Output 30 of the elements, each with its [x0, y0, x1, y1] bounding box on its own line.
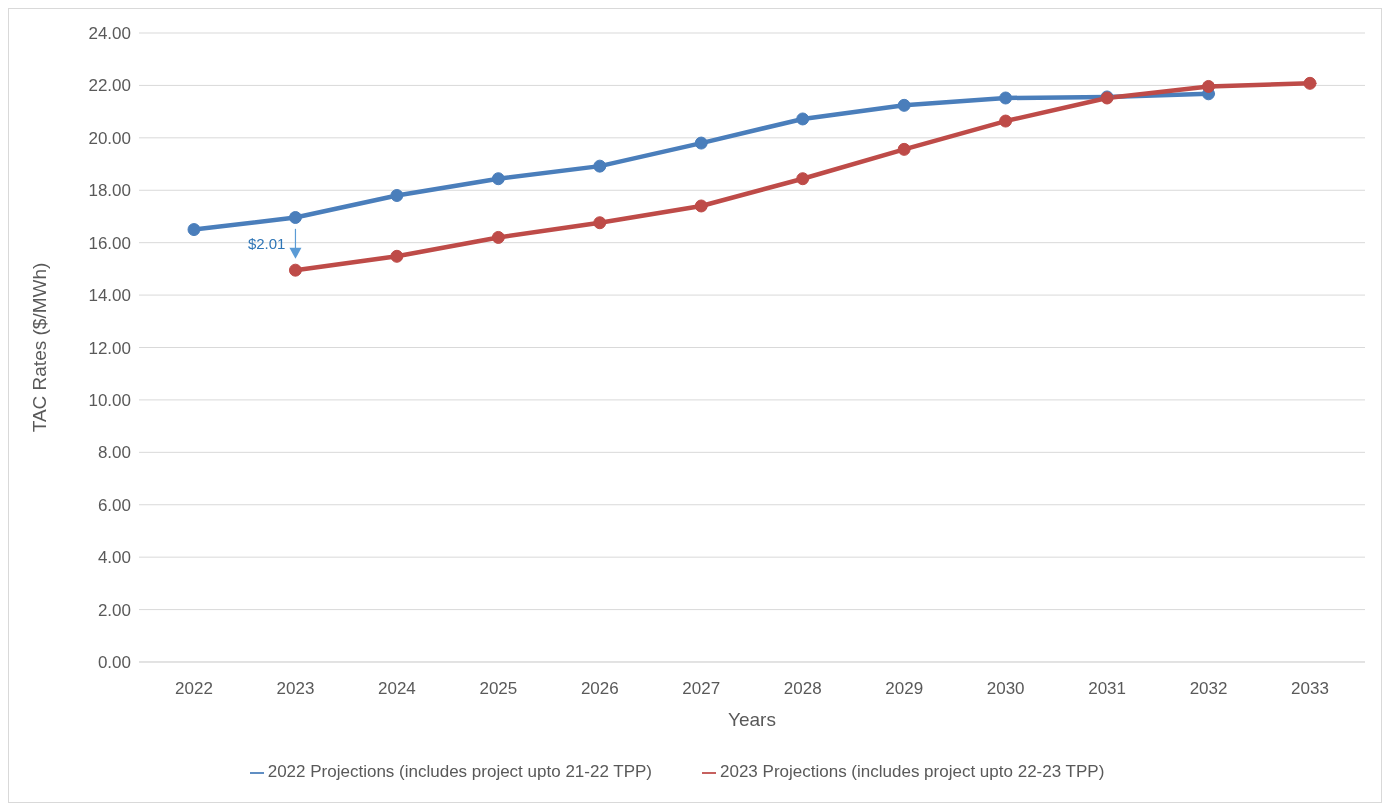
- legend-label: 2023 Projections (includes project upto 22-23 TPP): [720, 762, 1105, 781]
- y-tick-label: 8.00: [97, 443, 131, 463]
- x-axis-title: Years: [728, 709, 776, 730]
- y-tick-label: 18.00: [88, 181, 131, 201]
- y-tick-label: 6.00: [97, 495, 131, 515]
- x-tick-label: 2026: [580, 679, 619, 699]
- x-tick-label: 2030: [986, 679, 1025, 699]
- y-axis-title: TAC Rates ($/MWh): [28, 262, 50, 433]
- x-tick-label: 2022: [175, 679, 213, 699]
- x-tick-label: 2025: [479, 679, 518, 699]
- y-tick-label: 14.00: [88, 286, 131, 306]
- annotation: $2.01: [247, 235, 286, 253]
- x-tick-label: 2032: [1189, 679, 1228, 699]
- x-tick-label: 2023: [276, 679, 315, 699]
- y-tick-label: 12.00: [88, 338, 131, 358]
- x-tick-label: 2033: [1291, 679, 1329, 699]
- y-tick-label: 16.00: [88, 233, 131, 253]
- y-tick-label: 22.00: [88, 76, 131, 96]
- y-tick-label: 0.00: [97, 653, 131, 673]
- y-tick-label: 4.00: [97, 548, 131, 568]
- y-tick-label: 24.00: [88, 24, 131, 44]
- x-tick-label: 2031: [1088, 679, 1127, 699]
- y-tick-label: 10.00: [88, 390, 131, 410]
- x-tick-label: 2024: [378, 679, 416, 699]
- x-tick-label: 2028: [783, 679, 822, 699]
- x-tick-label: 2029: [885, 679, 924, 699]
- y-tick-label: 20.00: [88, 128, 131, 148]
- x-tick-label: 2027: [682, 679, 721, 699]
- y-tick-label: 2.00: [97, 600, 131, 620]
- legend-label: 2022 Projections (includes project upto 21-22 TPP): [267, 762, 652, 781]
